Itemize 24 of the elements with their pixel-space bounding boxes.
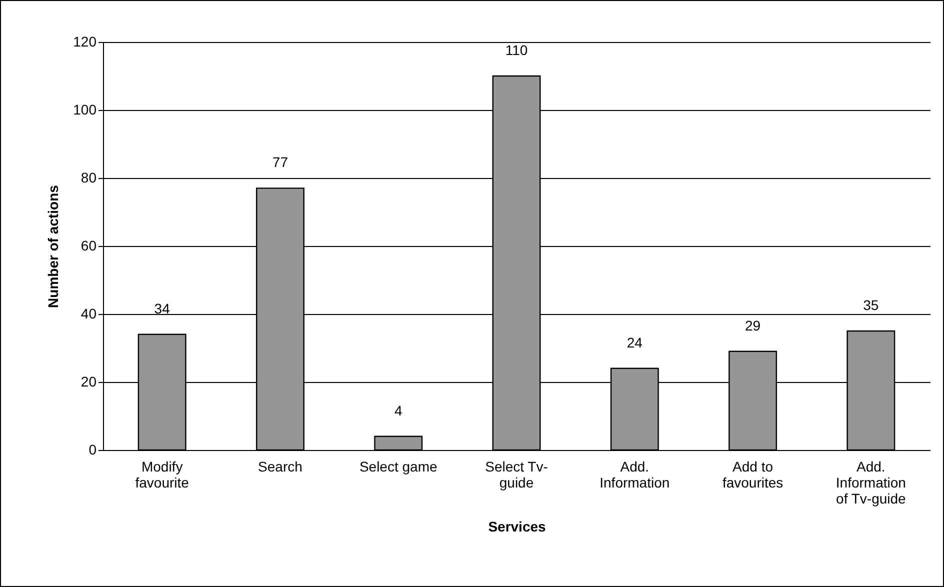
y-axis-title: Number of actions — [45, 184, 62, 308]
data-label: 110 — [505, 42, 528, 58]
y-tick-label: 20 — [80, 374, 97, 390]
x-tick-label: Select game — [359, 458, 438, 474]
data-label: 24 — [626, 334, 643, 350]
y-tick-label: 0 — [88, 442, 97, 458]
x-tick-label: Add to favourites — [722, 458, 784, 490]
y-tick-label: 60 — [80, 238, 97, 254]
x-tick-label: Select Tv-guide — [485, 458, 548, 490]
data-label: 35 — [863, 297, 879, 313]
x-tick-label: Search — [258, 458, 302, 474]
data-label: 4 — [394, 402, 402, 418]
x-axis-title: Services — [488, 518, 546, 534]
y-tick-label: 40 — [80, 306, 97, 322]
y-tick-label: 120 — [73, 34, 97, 50]
x-tick-label: Modify favourite — [135, 458, 190, 490]
data-label: 29 — [744, 317, 761, 334]
y-tick-label: 80 — [80, 170, 97, 186]
data-label: 34 — [154, 300, 170, 316]
bar — [374, 436, 423, 451]
x-tick-label: Add. Information — [600, 458, 670, 490]
y-tick-label: 100 — [73, 102, 97, 118]
data-label: 77 — [272, 154, 288, 170]
x-tick-label: Add. Information of Tv-guide — [836, 458, 906, 506]
